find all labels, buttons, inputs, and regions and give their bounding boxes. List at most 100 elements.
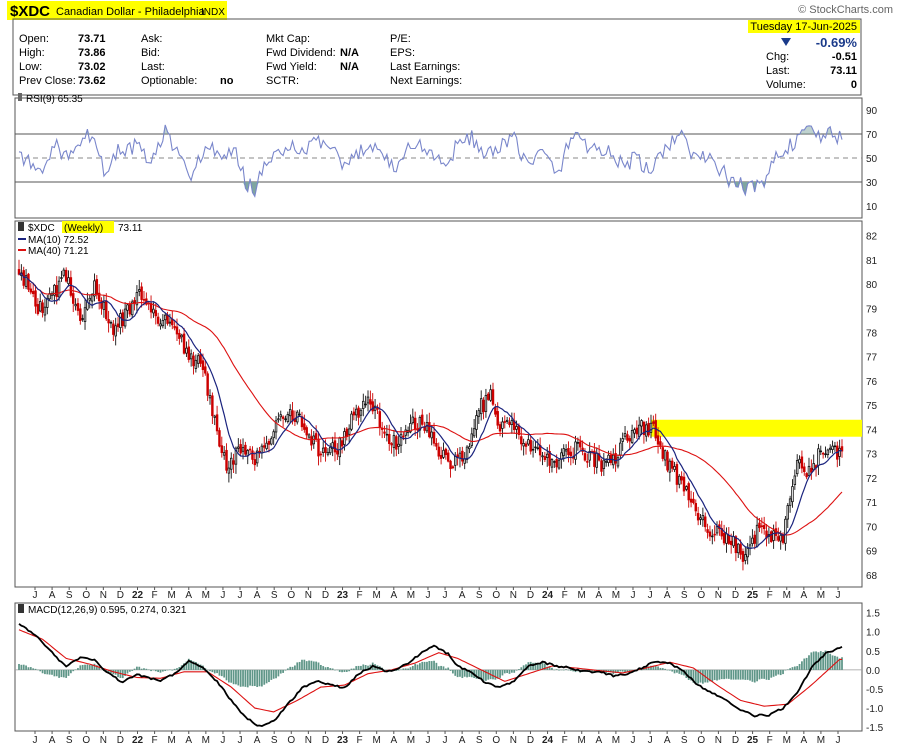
- candle-body: [319, 453, 323, 456]
- candle-body: [380, 428, 384, 430]
- macd-histogram-bar: [275, 669, 277, 679]
- candle-body: [357, 407, 360, 418]
- candle-body: [621, 438, 624, 442]
- candle: [88, 295, 91, 309]
- macd-histogram-bar: [187, 658, 190, 670]
- x-tick-label: M: [783, 735, 791, 746]
- x-tick-label: F: [152, 590, 158, 601]
- right-quote-label: Volume:: [766, 79, 806, 91]
- macd-histogram-bar: [20, 664, 23, 670]
- x-tick-label: A: [254, 590, 261, 601]
- candle-body: [215, 414, 219, 432]
- x-tick-label: A: [390, 735, 397, 746]
- x-tick-label: 23: [337, 735, 349, 746]
- macd-histogram-bar: [159, 669, 162, 673]
- candle: [411, 408, 415, 425]
- candle-body: [619, 442, 622, 456]
- macd-histogram-bar: [133, 668, 136, 670]
- candle: [369, 390, 372, 410]
- candle-body: [510, 420, 514, 425]
- candle-body: [475, 415, 478, 430]
- price-tick-label: 75: [866, 401, 878, 412]
- candle-body: [383, 431, 386, 434]
- candle: [623, 426, 627, 440]
- macd-histogram-bar: [657, 666, 659, 670]
- x-tick-label: M: [407, 735, 415, 746]
- candle: [64, 267, 68, 283]
- candle: [163, 312, 167, 329]
- x-tick-label: M: [202, 590, 210, 601]
- candle: [352, 407, 356, 421]
- macd-histogram-bar: [591, 669, 593, 673]
- macd-histogram-bar: [723, 669, 725, 680]
- candle-body: [397, 443, 400, 447]
- macd-histogram-bar: [48, 669, 51, 675]
- macd-histogram-bar: [824, 650, 827, 670]
- candle: [777, 527, 780, 543]
- candle: [574, 435, 577, 465]
- macd-histogram-bar: [44, 669, 46, 675]
- right-quote-value: 0: [851, 79, 857, 91]
- macd-line: [18, 623, 843, 728]
- candle: [196, 352, 200, 368]
- candle-body: [442, 449, 445, 458]
- macd-histogram-bar: [602, 669, 605, 671]
- candle-body: [149, 303, 153, 313]
- macd-histogram-bar: [477, 669, 480, 680]
- macd-histogram-bar: [268, 669, 270, 683]
- candle-body: [260, 445, 264, 454]
- macd-histogram-bar: [619, 669, 622, 672]
- candle: [161, 314, 165, 329]
- candle-body: [227, 467, 231, 474]
- candle-body: [463, 458, 466, 464]
- macd-tick-label: 1.5: [866, 609, 880, 620]
- x-tick-label: M: [373, 590, 381, 601]
- candle: [649, 414, 653, 439]
- x-tick-label: M: [202, 735, 210, 746]
- macd-histogram-bar: [494, 669, 497, 680]
- candle: [824, 446, 827, 458]
- candle-body: [116, 323, 120, 328]
- candle: [687, 481, 690, 508]
- candle: [482, 397, 485, 420]
- candle: [392, 429, 396, 457]
- macd-histogram-bar: [93, 663, 96, 670]
- candle: [442, 442, 445, 460]
- macd-histogram-bar: [341, 669, 343, 673]
- candle-body: [329, 446, 332, 454]
- candle: [60, 270, 63, 282]
- quote-label: Fwd Dividend:: [266, 47, 336, 59]
- macd-histogram-bar: [246, 669, 249, 688]
- x-tick-label: O: [82, 735, 90, 746]
- candle-body: [446, 452, 450, 462]
- candle-body: [708, 531, 712, 537]
- macd-histogram-bar: [518, 669, 520, 670]
- candle: [484, 388, 488, 418]
- candle-body: [635, 427, 639, 435]
- macd-histogram-bar: [402, 668, 405, 670]
- macd-histogram-bar: [88, 664, 91, 670]
- candle-body: [600, 460, 603, 472]
- candle-body: [432, 432, 436, 444]
- macd-histogram-bar: [232, 669, 235, 685]
- macd-histogram-bar: [449, 669, 452, 671]
- candle-body: [541, 455, 544, 458]
- candle-body: [345, 428, 349, 438]
- x-tick-label: J: [836, 590, 841, 601]
- x-tick-label: A: [664, 590, 671, 601]
- candle-body: [388, 434, 391, 444]
- candle-body: [140, 286, 143, 300]
- macd-histogram-bar: [152, 669, 155, 671]
- candle: [798, 455, 801, 469]
- x-tick-label: M: [817, 735, 825, 746]
- candle-body: [770, 531, 773, 542]
- candle-body: [699, 517, 702, 520]
- macd-histogram-bar: [485, 669, 487, 681]
- candle-body: [597, 453, 601, 461]
- price-tick-label: 70: [866, 522, 878, 533]
- macd-histogram-bar: [107, 669, 110, 673]
- x-tick-label: O: [287, 590, 295, 601]
- candle-body: [529, 440, 532, 452]
- candle-body: [725, 533, 728, 544]
